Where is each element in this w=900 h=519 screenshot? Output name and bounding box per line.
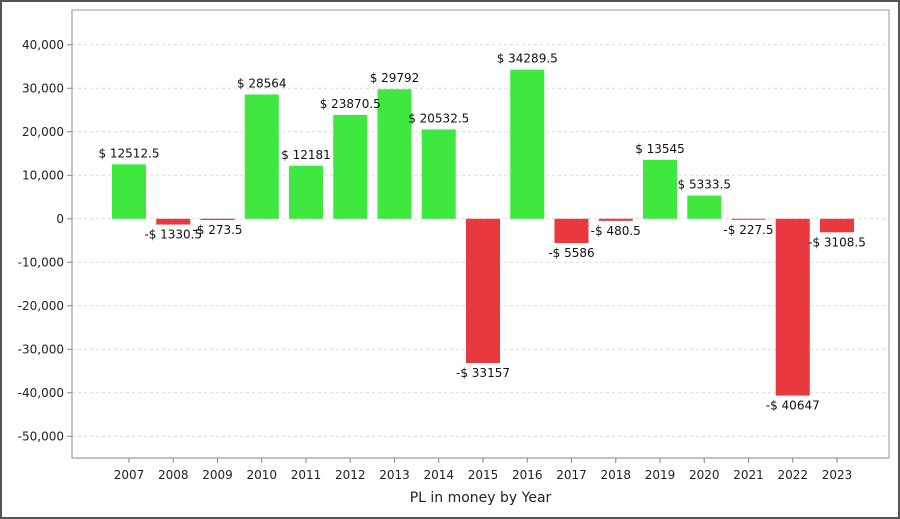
data-label: $ 12181 [281, 148, 331, 162]
y-tick-label: -50,000 [18, 429, 64, 443]
data-label: $ 28564 [237, 77, 287, 91]
y-tick-label: -30,000 [18, 342, 64, 356]
x-tick-label: 2012 [335, 468, 366, 482]
x-tick-label: 2020 [689, 468, 720, 482]
bar [112, 164, 146, 219]
bar [687, 195, 722, 219]
bar [775, 218, 810, 396]
bar [554, 218, 589, 244]
bar [200, 218, 235, 220]
bar [289, 165, 323, 219]
x-tick-label: 2007 [114, 468, 145, 482]
y-tick-label: 20,000 [22, 125, 64, 139]
bar [510, 69, 545, 219]
data-label: $ 13545 [635, 142, 685, 156]
data-label: $ 12512.5 [98, 146, 159, 160]
data-label: $ 29792 [370, 71, 420, 85]
x-tick-label: 2015 [468, 468, 499, 482]
x-tick-label: 2019 [645, 468, 676, 482]
x-tick-label: 2011 [291, 468, 322, 482]
bar [466, 218, 500, 363]
y-tick-label: -40,000 [18, 386, 64, 400]
y-tick-label: 10,000 [22, 168, 64, 182]
data-label: -$ 3108.5 [808, 235, 866, 249]
x-tick-label: 2021 [733, 468, 764, 482]
y-axis-ticks: 40,000 30,000 20,000 10,000 0 -10,000 -20,000 -… [18, 38, 72, 443]
x-axis-ticks: 2007 2008 2009 2010 2011 2012 2013 2014 2015 2016… [114, 458, 853, 482]
bar [333, 114, 368, 219]
bar [421, 129, 456, 219]
data-label: -$ 273.5 [192, 223, 242, 237]
bar [598, 218, 633, 221]
x-tick-label: 2017 [556, 468, 587, 482]
x-tick-label: 2013 [379, 468, 410, 482]
data-label: $ 20532.5 [408, 111, 469, 125]
data-label: $ 5333.5 [678, 178, 731, 192]
y-tick-label: 40,000 [22, 38, 64, 52]
data-label: -$ 40647 [766, 399, 820, 413]
data-label: -$ 33157 [456, 366, 510, 380]
x-axis-title: PL in money by Year [410, 490, 552, 506]
bar [244, 94, 279, 219]
x-tick-label: 2010 [246, 468, 277, 482]
bar [377, 89, 412, 219]
data-label: -$ 227.5 [723, 223, 773, 237]
x-tick-label: 2008 [158, 468, 189, 482]
data-label: -$ 480.5 [591, 224, 641, 238]
x-tick-label: 2014 [423, 468, 454, 482]
plot-border [71, 9, 890, 459]
x-tick-label: 2009 [202, 468, 233, 482]
y-tick-label: -20,000 [18, 299, 64, 313]
bar [820, 218, 854, 233]
data-label: $ 23870.5 [320, 97, 381, 111]
data-label: -$ 1330.5 [144, 228, 202, 242]
x-tick-label: 2016 [512, 468, 543, 482]
bar [643, 159, 677, 219]
y-tick-label: 0 [56, 212, 64, 226]
x-tick-label: 2022 [777, 468, 808, 482]
bars [112, 69, 854, 396]
bar [731, 218, 766, 220]
y-tick-label: -10,000 [18, 255, 64, 269]
y-tick-label: 30,000 [22, 81, 64, 95]
data-label: $ 34289.5 [497, 52, 558, 66]
data-labels: $ 12512.5 -$ 1330.5-$ 273.5 $ 28564 $ 12181… [98, 52, 865, 413]
x-tick-label: 2023 [822, 468, 853, 482]
data-label: -$ 5586 [548, 246, 594, 260]
x-tick-label: 2018 [600, 468, 631, 482]
bar [156, 218, 191, 225]
